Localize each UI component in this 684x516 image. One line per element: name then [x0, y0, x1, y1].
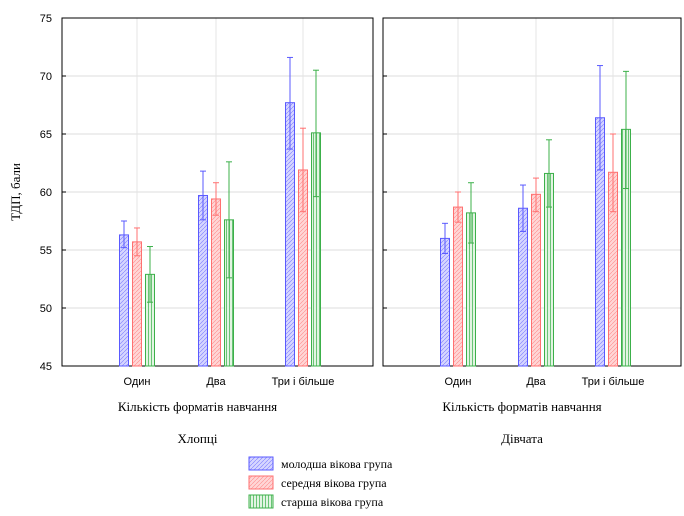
y-tick-label: 50: [40, 303, 52, 315]
x-axis-label: Кількість форматів навчання: [442, 399, 601, 414]
bar: [440, 237, 450, 367]
x-tick-label: Один: [445, 376, 472, 388]
legend-swatch: [248, 494, 274, 509]
bar: [453, 206, 463, 367]
panel-title: Дівчата: [501, 431, 543, 446]
x-tick-label: Три і більше: [272, 376, 335, 388]
bar: [211, 198, 221, 367]
y-tick-label: 45: [40, 361, 52, 373]
y-tick-label: 75: [40, 13, 52, 25]
legend-label: середня вікова група: [281, 476, 387, 490]
x-tick-label: Три і більше: [582, 376, 645, 388]
bar: [119, 234, 129, 367]
y-tick-label: 65: [40, 129, 52, 141]
marks-layer: [61, 17, 682, 509]
bar: [198, 194, 208, 367]
panel-title: Хлопці: [178, 431, 218, 446]
y-tick-label: 60: [40, 187, 52, 199]
x-tick-label: Один: [124, 376, 151, 388]
legend-swatch: [248, 475, 274, 490]
text-layer: 45 50 55 60 65 70 75 ТДП, бали Один Два Три і біль…: [8, 13, 644, 509]
bar: [531, 193, 541, 367]
x-axis-label: Кількість форматів навчання: [118, 399, 277, 414]
x-tick-label: Два: [206, 376, 226, 388]
y-tick-label: 70: [40, 71, 52, 83]
y-tick-label: 55: [40, 245, 52, 257]
bar: [132, 241, 142, 367]
x-tick-label: Два: [526, 376, 546, 388]
legend-label: старша вікова група: [281, 495, 384, 509]
legend-swatch: [248, 456, 274, 471]
y-axis-label: ТДП, бали: [8, 163, 23, 221]
legend-label: молодша вікова група: [281, 457, 393, 471]
